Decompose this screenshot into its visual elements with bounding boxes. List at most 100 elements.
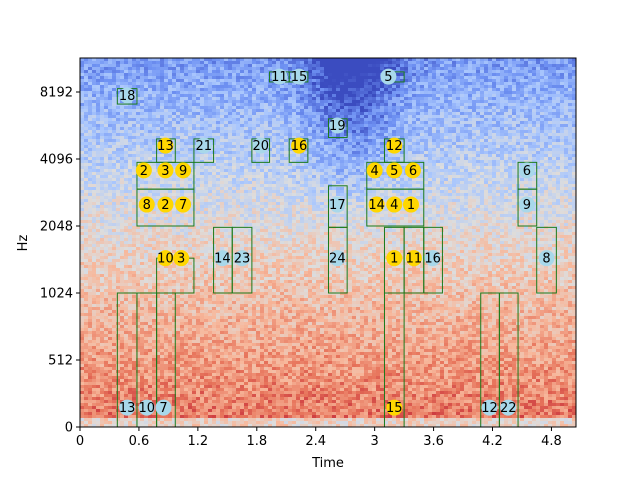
heatmap-cell: [460, 172, 464, 175]
heatmap-cell: [536, 166, 540, 169]
heatmap-cell: [332, 61, 336, 64]
heatmap-cell: [116, 100, 120, 103]
heatmap-cell: [180, 127, 184, 130]
heatmap-cell: [304, 175, 308, 178]
heatmap-cell: [216, 73, 220, 76]
heatmap-cell: [124, 115, 128, 118]
heatmap-cell: [152, 85, 156, 88]
heatmap-cell: [152, 178, 156, 181]
heatmap-cell: [196, 64, 200, 67]
heatmap-cell: [564, 151, 568, 154]
heatmap-cell: [432, 100, 436, 103]
heatmap-cell: [276, 64, 280, 67]
heatmap-cell: [516, 97, 520, 100]
heatmap-cell: [296, 175, 300, 178]
heatmap-cell: [120, 76, 124, 79]
heatmap-cell: [120, 112, 124, 115]
heatmap-cell: [176, 124, 180, 127]
heatmap-cell: [432, 58, 436, 61]
heatmap-cell: [436, 79, 440, 82]
heatmap-cell: [220, 103, 224, 106]
heatmap-cell: [192, 64, 196, 67]
heatmap-cell: [300, 61, 304, 64]
heatmap-cell: [144, 112, 148, 115]
heatmap-cell: [220, 163, 224, 166]
heatmap-cell: [428, 64, 432, 67]
heatmap-cell: [88, 118, 92, 121]
heatmap-cell: [572, 82, 576, 85]
heatmap-cell: [452, 64, 456, 67]
heatmap-cell: [504, 64, 508, 67]
heatmap-cell: [440, 82, 444, 85]
heatmap-cell: [432, 82, 436, 85]
heatmap-cell: [456, 136, 460, 139]
heatmap-cell: [572, 118, 576, 121]
heatmap-cell: [424, 130, 428, 133]
heatmap-cell: [220, 94, 224, 97]
heatmap-cell: [412, 145, 416, 148]
heatmap-cell: [224, 172, 228, 175]
heatmap-cell: [100, 100, 104, 103]
heatmap-cell: [560, 88, 564, 91]
heatmap-cell: [296, 163, 300, 166]
heatmap-cell: [444, 88, 448, 91]
heatmap-cell: [208, 106, 212, 109]
heatmap-cell: [500, 142, 504, 145]
heatmap-cell: [556, 133, 560, 136]
heatmap-cell: [212, 166, 216, 169]
heatmap-cell: [460, 91, 464, 94]
heatmap-cell: [552, 133, 556, 136]
heatmap-cell: [212, 85, 216, 88]
heatmap-cell: [556, 82, 560, 85]
heatmap-cell: [168, 73, 172, 76]
heatmap-cell: [560, 106, 564, 109]
heatmap-cell: [500, 169, 504, 172]
heatmap-cell: [476, 58, 480, 61]
heatmap-cell: [556, 67, 560, 70]
heatmap-cell: [528, 85, 532, 88]
heatmap-cell: [92, 97, 96, 100]
heatmap-cell: [252, 109, 256, 112]
heatmap-cell: [172, 112, 176, 115]
heatmap-cell: [156, 157, 160, 160]
heatmap-cell: [368, 133, 372, 136]
heatmap-cell: [460, 67, 464, 70]
heatmap-cell: [176, 148, 180, 151]
heatmap-cell: [548, 97, 552, 100]
heatmap-cell: [500, 151, 504, 154]
heatmap-cell: [540, 163, 544, 166]
heatmap-cell: [304, 115, 308, 118]
heatmap-cell: [496, 175, 500, 178]
heatmap-cell: [392, 112, 396, 115]
heatmap-cell: [424, 100, 428, 103]
heatmap-cell: [196, 136, 200, 139]
heatmap-cell: [548, 88, 552, 91]
heatmap-cell: [292, 112, 296, 115]
heatmap-cell: [116, 169, 120, 172]
heatmap-cell: [468, 58, 472, 61]
heatmap-cell: [452, 130, 456, 133]
heatmap-cell: [180, 106, 184, 109]
heatmap-cell: [160, 88, 164, 91]
heatmap-cell: [468, 73, 472, 76]
heatmap-cell: [448, 103, 452, 106]
heatmap-cell: [112, 169, 116, 172]
heatmap-cell: [80, 136, 84, 139]
heatmap-cell: [108, 148, 112, 151]
heatmap-cell: [128, 178, 132, 181]
heatmap-cell: [468, 136, 472, 139]
heatmap-cell: [416, 124, 420, 127]
heatmap-cell: [240, 76, 244, 79]
heatmap-cell: [540, 118, 544, 121]
heatmap-cell: [464, 64, 468, 67]
heatmap-cell: [556, 79, 560, 82]
heatmap-cell: [120, 73, 124, 76]
heatmap-cell: [252, 139, 256, 142]
heatmap-cell: [164, 91, 168, 94]
heatmap-cell: [512, 175, 516, 178]
heatmap-cell: [456, 88, 460, 91]
heatmap-cell: [120, 100, 124, 103]
heatmap-cell: [344, 157, 348, 160]
heatmap-cell: [552, 76, 556, 79]
heatmap-cell: [264, 118, 268, 121]
